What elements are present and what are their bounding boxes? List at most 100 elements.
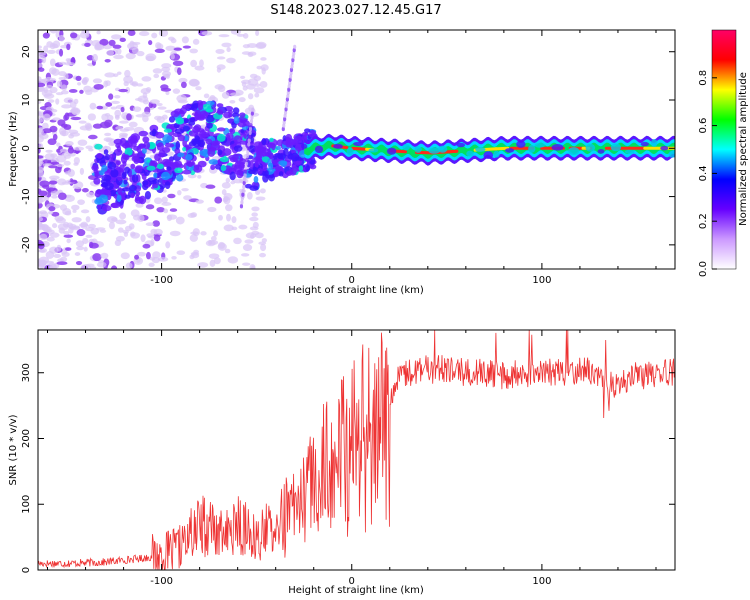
spectrogram-blob (104, 154, 111, 161)
spectrogram-blob (185, 154, 193, 161)
spectrogram-blob (138, 143, 146, 150)
spectrogram-noise-blob (148, 262, 155, 268)
spectrogram-noise-blob (79, 167, 85, 175)
spectrogram-noise-blob (59, 48, 64, 57)
spectrogram-blob (182, 169, 192, 175)
spectrogram-blob (214, 140, 221, 145)
snr-frame (37, 329, 676, 571)
spectrogram-noise-blob (221, 182, 231, 189)
spectrogram-blob (216, 103, 224, 108)
snr-ytick-label: 0 (21, 567, 32, 573)
spectrogram-noise-blob (64, 62, 76, 66)
spectrogram-noise-blob (47, 138, 57, 146)
spectrogram-noise-blob (259, 188, 266, 194)
spectrogram-noise-blob (140, 234, 146, 243)
spectrogram-band-blob (333, 143, 343, 149)
spectrogram-blob (109, 153, 116, 159)
spectrogram-noise-blob (115, 219, 127, 225)
spectrogram-noise-blob (57, 119, 66, 126)
spectrogram-noise-blob (100, 252, 109, 259)
spectrogram-noise-blob (105, 80, 111, 87)
spectrogram-noise-blob (255, 196, 266, 201)
spectrogram-noise-blob (88, 134, 98, 140)
spectrogram-blob (123, 179, 128, 185)
spectrogram-blob (164, 143, 175, 148)
snr-axes: -100 0 100 0 100 200 300 (21, 330, 675, 587)
spectrogram-noise-blob (38, 202, 43, 209)
spectrogram-blob (195, 165, 200, 171)
spectrogram-noise-blob (75, 240, 84, 247)
spectrogram-streak (245, 157, 249, 163)
spectrogram-noise-blob (247, 51, 257, 56)
spectrogram-blob (225, 132, 234, 142)
spectrogram-blob (151, 183, 159, 189)
spectrogram-marks (38, 30, 675, 269)
spectrogram-blob (134, 194, 140, 202)
spectrogram-noise-blob (169, 208, 178, 212)
spectrogram-noise-blob (218, 34, 230, 38)
spectrogram-blob (93, 168, 98, 174)
spectrogram-noise-blob (180, 81, 187, 89)
spectrogram-blob (208, 159, 219, 165)
spectrogram-noise-blob (83, 246, 88, 252)
spectrogram-noise-blob (92, 78, 103, 84)
spectrogram-noise-blob (181, 36, 189, 44)
spectrogram-noise-blob (111, 265, 118, 269)
spectrogram-noise-blob (153, 73, 160, 79)
spectrogram-streak (291, 57, 295, 63)
spectrogram-streak (283, 116, 287, 122)
spectrogram-noise-blob (38, 118, 44, 123)
spectrogram-noise-blob (58, 61, 67, 65)
spectrogram-streak (243, 173, 247, 178)
spectrogram-noise-blob (43, 87, 48, 94)
spectrogram-noise-blob (85, 234, 93, 238)
snr-panel: -100 0 100 0 100 200 300 Height of straight li… (8, 329, 676, 596)
snr-xlabel: Height of straight line (km) (288, 585, 424, 596)
spectrogram-noise-blob (208, 239, 213, 246)
spectrogram-noise-blob (117, 227, 124, 233)
spectrogram-noise-blob (38, 249, 46, 253)
spectrogram-blob (216, 109, 223, 115)
spectrogram-noise-blob (127, 42, 139, 50)
spectrogram-blob (223, 111, 232, 119)
spectrogram-noise-blob (241, 81, 247, 87)
spectrogram-blob (122, 160, 127, 167)
spectrogram-blob (252, 157, 261, 163)
spectrogram-noise-blob (45, 149, 53, 153)
spectrogram-band-blob (534, 142, 546, 148)
spectrogram-noise-blob (169, 230, 181, 237)
spectrogram-noise-blob (89, 242, 99, 249)
spectrogram-noise-blob (173, 47, 183, 51)
spectrogram-noise-blob (77, 139, 88, 146)
spectrogram-band-blob (516, 140, 526, 148)
spectrogram-band-blob (551, 144, 564, 151)
spec-xtick-label: -100 (150, 275, 173, 286)
spectrogram-noise-blob (87, 113, 97, 121)
spec-ytick-label: -20 (21, 237, 32, 253)
spectrogram-band-blob (456, 142, 466, 148)
spectrogram-peak (447, 149, 459, 154)
spectrogram-noise-blob (233, 178, 244, 184)
spectrogram-blob (222, 148, 232, 156)
spectrogram-noise-blob (225, 177, 231, 184)
spectrogram-noise-blob (76, 245, 85, 251)
spectrogram-noise-blob (79, 125, 91, 131)
spectrogram-streak (241, 192, 245, 197)
spectrogram-blob (101, 205, 112, 212)
spectrogram-noise-blob (145, 53, 157, 62)
spectrogram-noise-blob (38, 166, 44, 173)
spectrogram-blob (94, 143, 103, 150)
spectrogram-noise-blob (216, 67, 222, 73)
spectrogram-blob (132, 145, 140, 151)
spectrogram-noise-blob (38, 76, 42, 81)
spectrogram-noise-blob (137, 95, 149, 103)
spectrogram-noise-blob (112, 44, 122, 49)
spectrogram-noise-blob (78, 223, 89, 228)
spectrogram-noise-blob (63, 234, 74, 238)
spectrogram-noise-blob (111, 100, 120, 105)
spectrogram-blob (147, 177, 157, 183)
spectrogram-noise-blob (38, 233, 41, 240)
spectrogram-blob (175, 140, 181, 150)
spectrogram-blob (197, 102, 204, 111)
spectrogram-noise-blob (57, 192, 67, 200)
